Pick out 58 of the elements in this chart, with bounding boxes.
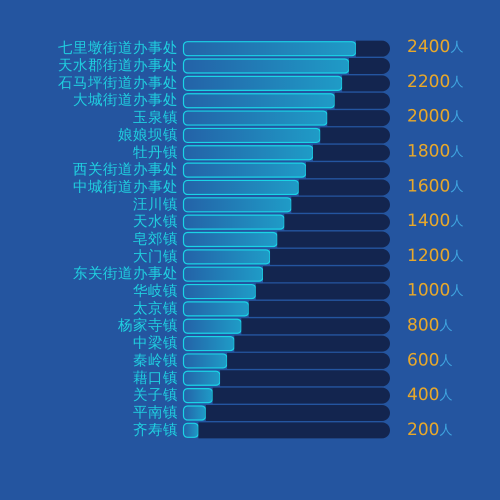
- text: 2200人: [407, 72, 464, 92]
- text: 2000人: [407, 106, 464, 127]
- bar: [182, 232, 278, 248]
- y-tick-label: 中梁镇: [133, 334, 178, 352]
- y-tick-label: 太京镇: [133, 300, 178, 317]
- text: 1000人: [407, 280, 464, 301]
- y-tick-label: 秦岭镇: [133, 352, 178, 369]
- y-tick-label: 汪川镇: [133, 196, 178, 213]
- bar: [182, 180, 300, 196]
- y-tick-label: 七里墩街道办事处: [58, 40, 178, 57]
- text: 1400人: [407, 211, 464, 232]
- y-tick-label: 平南镇: [133, 404, 178, 421]
- text: 2400人: [407, 37, 464, 57]
- y-tick-label: 藉口镇: [133, 369, 178, 386]
- y-tick-label: 杨家寺镇: [117, 317, 178, 334]
- y-tick-label: 娘娘坝镇: [118, 126, 178, 144]
- y-tick-label: 关子镇: [133, 386, 178, 404]
- y-tick-label: 天水郡街道办事处: [58, 57, 178, 74]
- bar: [182, 266, 264, 282]
- y-tick-label: 华岐镇: [133, 282, 178, 300]
- bar: [182, 41, 357, 56]
- y-tick-label: 齐寿镇: [133, 421, 178, 438]
- text: 1800人: [407, 141, 464, 162]
- y-tick-label: 天水镇: [133, 213, 178, 230]
- text: 600人: [407, 350, 452, 370]
- text: 400人: [407, 385, 452, 406]
- bar: [182, 353, 228, 369]
- bar: [182, 76, 343, 91]
- y-tick-label: 中城街道办事处: [73, 178, 178, 196]
- bar: [182, 145, 314, 160]
- text: 200人: [407, 420, 452, 440]
- bar: [182, 162, 307, 178]
- bar: [182, 58, 350, 74]
- y-tick-label: 石马坪街道办事处: [58, 74, 178, 92]
- bar: [182, 336, 235, 352]
- text: 800人: [407, 316, 452, 336]
- bar: [182, 318, 242, 334]
- y-tick-label: 东关街道办事处: [73, 265, 178, 282]
- bar: [182, 214, 285, 230]
- bar: [182, 284, 256, 300]
- y-tick-label: 大门镇: [133, 248, 178, 265]
- bar: [182, 301, 250, 316]
- y-tick-label: 大城街道办事处: [73, 92, 178, 109]
- y-tick-label: 玉泉镇: [133, 109, 178, 126]
- text: 1600人: [407, 176, 464, 196]
- bar: [182, 249, 271, 264]
- bar: [182, 93, 336, 108]
- text: 1200人: [407, 246, 464, 266]
- bar: [182, 370, 221, 386]
- bar: [182, 128, 321, 144]
- bar: [182, 388, 214, 404]
- bar: [182, 110, 328, 126]
- bar: [182, 422, 199, 438]
- bar: [182, 405, 206, 421]
- bar: [182, 197, 292, 212]
- y-tick-label: 西关街道办事处: [73, 161, 178, 178]
- y-tick-label: 皂郊镇: [133, 230, 178, 248]
- y-tick-label: 牡丹镇: [133, 144, 178, 161]
